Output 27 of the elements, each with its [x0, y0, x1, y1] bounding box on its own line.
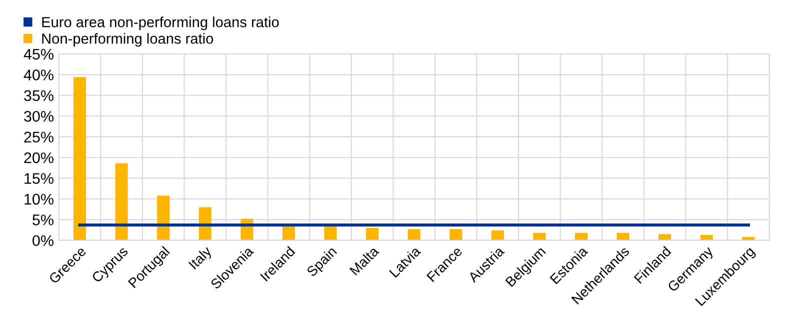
- bar: [533, 232, 546, 240]
- legend-label: Non-performing loans ratio: [42, 33, 214, 47]
- legend-label: Euro area non-performing loans ratio: [42, 16, 279, 30]
- y-tick-label: 40%: [24, 70, 54, 80]
- y-tick-label: 35%: [24, 90, 54, 102]
- bar: [157, 196, 170, 240]
- bar: [700, 234, 713, 240]
- bar: [198, 207, 212, 240]
- bar: [616, 232, 630, 240]
- y-tick-label: 0%: [32, 235, 54, 246]
- bar: [450, 229, 462, 240]
- y-tick-label: 45%: [24, 48, 54, 60]
- y-tick-label: 30%: [24, 110, 54, 122]
- bar: [408, 229, 420, 240]
- x-tick-label: Italy: [188, 245, 214, 272]
- bar: [366, 228, 379, 240]
- bar: [491, 230, 504, 240]
- y-tick-label: 15%: [24, 173, 54, 184]
- y-tick-label: 25%: [24, 132, 54, 142]
- bar: [115, 163, 128, 240]
- bar: [574, 232, 588, 240]
- y-tick-label: 5%: [32, 214, 54, 226]
- y-tick-label: 10%: [24, 194, 54, 205]
- bar: [658, 234, 672, 240]
- bar: [742, 237, 755, 240]
- y-tick-label: 20%: [24, 152, 54, 164]
- bar: [74, 77, 86, 240]
